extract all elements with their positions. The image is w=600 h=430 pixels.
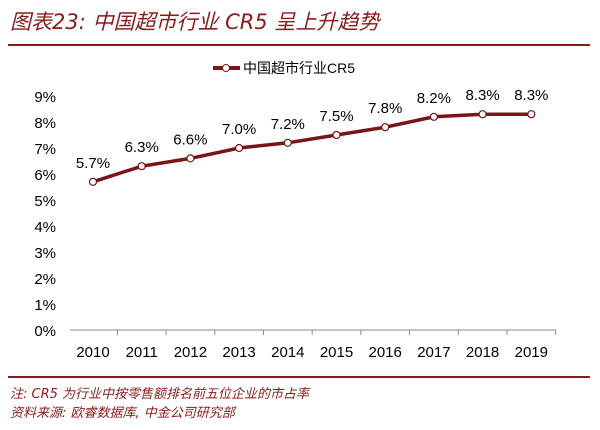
data-label: 7.2% [271, 116, 305, 133]
data-label: 6.3% [125, 139, 159, 156]
chart-source: 资料来源: 欧睿数据库, 中金公司研究部 [10, 406, 235, 421]
chart-title: 图表23: 中国超市行业 CR5 呈上升趋势 [10, 10, 380, 34]
data-point [186, 154, 195, 163]
legend-label: 中国超市行业CR5 [243, 60, 355, 76]
y-tick-label: 0% [34, 323, 56, 340]
x-tick-label: 2019 [515, 344, 548, 361]
footer-divider [8, 376, 590, 378]
x-tick-label: 2012 [174, 344, 207, 361]
data-label: 7.0% [222, 121, 256, 138]
y-tick-label: 7% [34, 141, 56, 158]
data-point [332, 130, 341, 140]
y-tick-label: 2% [34, 271, 56, 288]
x-tick-label: 2016 [369, 344, 402, 361]
x-tick-label: 2010 [76, 344, 109, 361]
data-point [137, 162, 146, 171]
data-label: 6.6% [173, 131, 207, 148]
data-label: 5.7% [76, 155, 110, 172]
x-tick-label: 2015 [320, 344, 353, 361]
data-point [283, 138, 292, 147]
data-point [88, 177, 98, 186]
y-tick-label: 9% [34, 89, 56, 106]
title-divider [8, 44, 590, 46]
y-tick-label: 6% [34, 167, 56, 184]
data-label: 7.5% [319, 108, 353, 125]
legend-marker [222, 64, 230, 72]
x-tick-label: 2014 [271, 344, 304, 361]
y-tick-label: 4% [34, 219, 56, 236]
data-point [527, 110, 536, 119]
x-tick-label: 2018 [466, 344, 499, 361]
x-tick-label: 2013 [222, 344, 255, 361]
y-tick-label: 5% [34, 193, 56, 210]
data-point [478, 110, 487, 119]
x-tick-label: 2017 [417, 344, 450, 361]
x-tick-label: 2011 [126, 344, 158, 361]
series-line [92, 112, 532, 184]
chart-note: 注: CR5 为行业中按零售额排名前五位企业的市占率 [10, 387, 310, 402]
data-label: 8.3% [514, 87, 548, 104]
y-tick-label: 1% [34, 297, 56, 314]
data-point [235, 143, 244, 153]
data-label: 7.8% [368, 100, 402, 117]
data-point [429, 112, 438, 121]
data-label: 8.2% [417, 90, 451, 107]
y-tick-label: 3% [34, 245, 56, 262]
y-tick-label: 8% [34, 115, 56, 132]
data-label: 8.3% [465, 87, 499, 104]
data-point [381, 123, 390, 132]
